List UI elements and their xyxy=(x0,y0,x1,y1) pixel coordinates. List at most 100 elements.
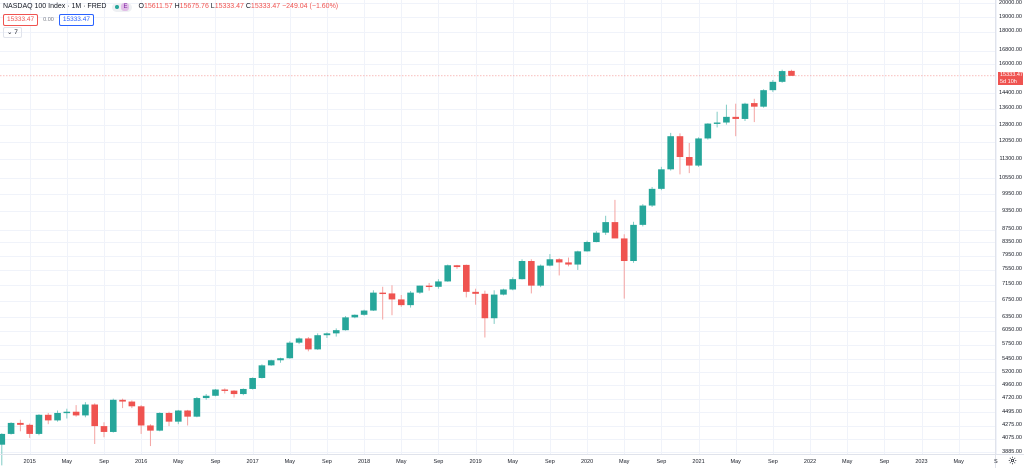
time-tick-label: 2018 xyxy=(357,459,371,465)
price-tick-label: 12800.00 xyxy=(999,121,1022,128)
time-tick-label: Sep xyxy=(210,459,221,465)
gear-icon[interactable] xyxy=(1008,456,1017,465)
candle xyxy=(444,264,452,282)
price-tick-label: 8750.00 xyxy=(1002,226,1022,233)
change-value: −249.04 (−1.60%) xyxy=(282,3,339,10)
time-tick-label: Sep xyxy=(433,459,444,465)
price-tick-label: 9950.00 xyxy=(1002,190,1022,197)
candle xyxy=(723,104,730,125)
candle xyxy=(184,409,191,426)
candle xyxy=(72,405,80,417)
candle xyxy=(397,295,405,307)
series-legend: NASDAQ 100 Index · 1M · FRED E O15611.57… xyxy=(3,2,338,12)
price-tick-label: 9350.00 xyxy=(1002,207,1022,214)
candle xyxy=(639,204,647,227)
grid-lines xyxy=(0,0,997,454)
time-tick-label: Sep xyxy=(879,459,890,465)
price-tick-label: 8350.00 xyxy=(1002,238,1022,245)
candle xyxy=(555,258,563,276)
earnings-badge-icon: E xyxy=(121,3,130,11)
candle xyxy=(147,424,154,447)
candle xyxy=(202,394,210,400)
candle xyxy=(741,102,749,122)
price-tick-label: 4275.00 xyxy=(1002,422,1022,429)
candle xyxy=(500,288,507,296)
spread-value: 0.00 xyxy=(43,17,54,23)
candle xyxy=(788,69,795,76)
candle xyxy=(481,290,489,338)
candle xyxy=(518,259,526,280)
candle xyxy=(128,400,136,409)
time-tick-label: Sep xyxy=(656,459,667,465)
candle xyxy=(528,259,535,294)
market-status-badge[interactable]: E xyxy=(112,2,133,12)
candle xyxy=(435,279,442,289)
candle xyxy=(379,286,386,320)
symbol-title[interactable]: NASDAQ 100 Index · 1M · FRED xyxy=(3,3,107,10)
price-tick-label: 3885.00 xyxy=(1002,448,1022,455)
close-label: C xyxy=(245,3,251,10)
candle xyxy=(35,414,43,436)
candle xyxy=(286,341,294,359)
candle xyxy=(648,186,656,207)
candle xyxy=(258,364,266,379)
price-tick-label: 4495.00 xyxy=(1002,408,1022,415)
buy-price-button[interactable]: 15333.47 xyxy=(58,14,94,26)
time-tick-label: 2020 xyxy=(580,459,594,465)
candle xyxy=(704,123,712,140)
candle xyxy=(620,234,628,299)
candle xyxy=(593,231,600,243)
candle xyxy=(750,98,758,123)
low-label: L xyxy=(210,3,215,10)
price-tick-label: 10550.00 xyxy=(999,174,1022,181)
candle xyxy=(0,433,6,466)
candle xyxy=(100,422,108,438)
candle xyxy=(277,357,284,363)
candle xyxy=(165,411,173,427)
indicators-toggle-button[interactable]: ⌄ 7 xyxy=(3,27,22,38)
candle xyxy=(472,288,479,305)
candle xyxy=(351,314,359,319)
high-value: 15675.76 xyxy=(179,3,209,10)
time-tick-label: 2015 xyxy=(23,459,36,465)
candle xyxy=(342,316,349,331)
candle xyxy=(509,277,517,291)
candle xyxy=(323,332,331,338)
time-tick-label: Sep xyxy=(545,459,555,465)
candle xyxy=(7,422,15,435)
candle xyxy=(54,410,61,422)
candle xyxy=(425,282,433,291)
time-tick-label: May xyxy=(619,459,630,465)
sell-price-button[interactable]: 15333.47 xyxy=(3,14,39,26)
candle xyxy=(44,412,52,425)
candle xyxy=(463,264,470,298)
candle xyxy=(388,285,396,316)
time-tick-label: May xyxy=(284,459,295,465)
open-label: O xyxy=(138,3,144,10)
candle xyxy=(713,111,721,128)
time-tick-label: May xyxy=(507,459,518,465)
time-tick-label: Sep xyxy=(99,459,109,465)
candle xyxy=(314,333,321,350)
high-label: H xyxy=(174,3,180,10)
price-tick-label: 16000.00 xyxy=(999,60,1022,67)
candle xyxy=(658,166,665,191)
time-tick-label: 2023 xyxy=(915,459,928,465)
candle xyxy=(175,409,182,425)
price-tick-label: 11300.00 xyxy=(999,155,1022,162)
time-tick-label: Sep xyxy=(767,459,778,465)
candle xyxy=(695,137,702,167)
candle xyxy=(332,328,340,337)
time-tick-label: May xyxy=(173,459,184,465)
candle xyxy=(574,250,582,270)
ohlc-values: O15611.57 H15675.76 L15333.47 C15333.47 … xyxy=(138,2,338,12)
price-tick-label: 6050.00 xyxy=(1002,327,1022,334)
candle xyxy=(119,398,126,409)
low-value: 15333.47 xyxy=(214,3,244,10)
candle xyxy=(685,142,693,174)
price-tick-label: 5450.00 xyxy=(1002,355,1022,362)
candles-series xyxy=(0,69,795,466)
time-tick-label: Sep xyxy=(322,459,332,465)
time-tick-label: May xyxy=(953,459,964,465)
